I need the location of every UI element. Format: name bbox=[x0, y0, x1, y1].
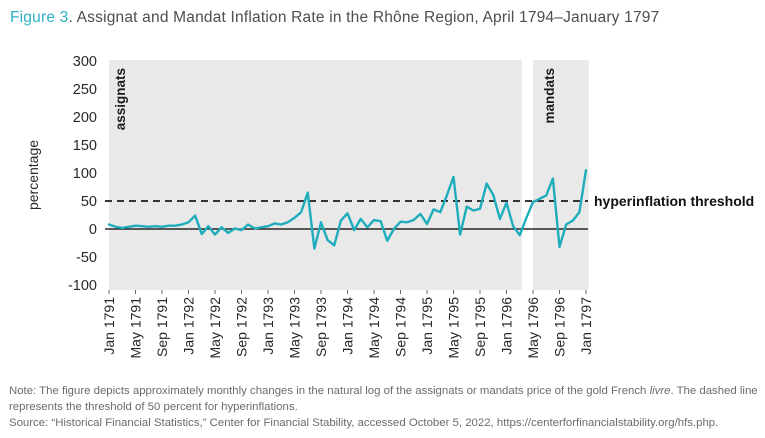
hyperinflation-threshold-label: hyperinflation threshold bbox=[594, 193, 754, 209]
region-label-assignats: assignats bbox=[113, 68, 128, 130]
figure-footnotes: Note: The figure depicts approximately m… bbox=[9, 383, 760, 432]
svg-text:200: 200 bbox=[73, 110, 97, 126]
svg-text:May 1793: May 1793 bbox=[287, 297, 303, 359]
svg-text:Sep 1794: Sep 1794 bbox=[393, 297, 409, 357]
note-italic-word: livre bbox=[649, 385, 671, 397]
figure-source: Source: “Historical Financial Statistics… bbox=[9, 417, 719, 430]
inflation-series-line bbox=[107, 168, 588, 250]
svg-text:Jan 1795: Jan 1795 bbox=[419, 297, 435, 355]
figure-title-text: . Assignat and Mandat Inflation Rate in … bbox=[68, 9, 660, 26]
svg-text:Sep 1791: Sep 1791 bbox=[154, 297, 170, 357]
inflation-line-chart: 300 250 200 150 100 50 0 -50 -100 Jan 1791 May 17… bbox=[25, 54, 754, 358]
region-label-mandats: mandats bbox=[542, 68, 557, 124]
svg-text:Sep 1796: Sep 1796 bbox=[552, 297, 568, 357]
svg-text:Jan 1796: Jan 1796 bbox=[499, 297, 515, 355]
y-axis-label: percentage bbox=[25, 140, 41, 210]
svg-text:May 1794: May 1794 bbox=[366, 297, 382, 359]
currency-period-regions bbox=[109, 60, 589, 290]
note-suffix: . The dashed line represents the thresho… bbox=[9, 385, 758, 414]
figure-number: Figure 3 bbox=[10, 9, 69, 26]
svg-text:Sep 1795: Sep 1795 bbox=[472, 297, 488, 357]
figure-title: Figure 3. Assignat and Mandat Inflation … bbox=[10, 9, 659, 27]
svg-text:-100: -100 bbox=[68, 278, 97, 294]
svg-text:150: 150 bbox=[73, 138, 97, 154]
svg-text:Jan 1793: Jan 1793 bbox=[260, 297, 276, 355]
y-axis-tick-labels: 300 250 200 150 100 50 0 -50 -100 bbox=[68, 54, 97, 294]
note-prefix: Note: The figure depicts approximately m… bbox=[9, 385, 650, 397]
svg-text:0: 0 bbox=[89, 222, 97, 238]
figure-note: Note: The figure depicts approximately m… bbox=[9, 383, 760, 415]
svg-text:Jan 1791: Jan 1791 bbox=[101, 297, 117, 355]
svg-text:Jan 1794: Jan 1794 bbox=[340, 297, 356, 355]
reference-lines bbox=[105, 200, 588, 230]
svg-text:Sep 1792: Sep 1792 bbox=[234, 297, 250, 357]
svg-text:May 1792: May 1792 bbox=[207, 297, 223, 359]
svg-text:50: 50 bbox=[81, 194, 97, 210]
svg-text:May 1795: May 1795 bbox=[446, 297, 462, 359]
svg-text:May 1791: May 1791 bbox=[128, 297, 144, 359]
svg-text:Jan 1792: Jan 1792 bbox=[181, 297, 197, 355]
x-axis-tick-labels: Jan 1791 May 1791 Sep 1791 Jan 1792 May 1792… bbox=[101, 290, 594, 358]
svg-text:-50: -50 bbox=[76, 250, 97, 266]
svg-text:Sep 1793: Sep 1793 bbox=[313, 297, 329, 357]
svg-text:Jan 1797: Jan 1797 bbox=[578, 297, 594, 355]
svg-text:300: 300 bbox=[73, 54, 97, 70]
svg-text:250: 250 bbox=[73, 82, 97, 98]
svg-text:100: 100 bbox=[73, 166, 97, 182]
svg-text:May 1796: May 1796 bbox=[525, 297, 541, 359]
